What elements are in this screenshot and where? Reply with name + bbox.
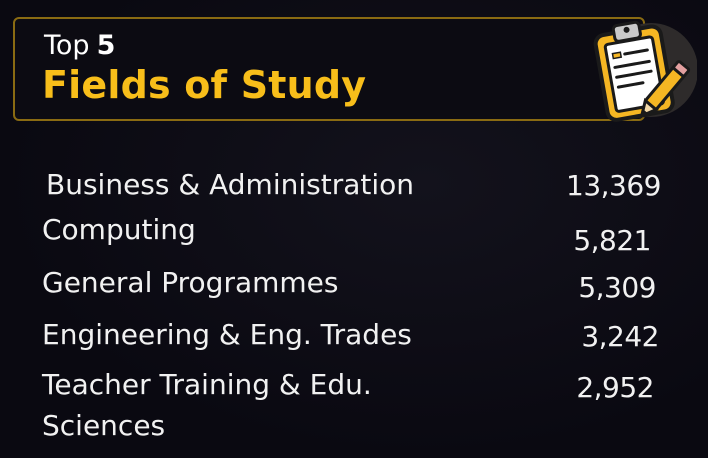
top-number: 5 [96,30,116,61]
row-label-teacher-line1: Teacher Training & Edu. [42,368,372,401]
clipboard-pencil-icon [583,14,698,126]
row-value-computing: 5,821 [573,224,651,257]
header-box [13,17,645,121]
row-value-teacher: 2,952 [576,371,654,404]
header-top-line: Top 5 [44,32,115,59]
row-label-computing: Computing [42,213,196,246]
row-value-engineering: 3,242 [581,320,659,353]
row-label-engineering: Engineering & Eng. Trades [42,318,412,351]
row-value-business: 13,369 [566,169,661,202]
row-label-teacher-line2: Sciences [42,409,166,442]
row-label-general: General Programmes [42,266,339,299]
top-label: Top [44,30,90,61]
row-label-business: Business & Administration [46,168,414,201]
page-title: Fields of Study [42,63,367,107]
row-value-general: 5,309 [578,271,656,304]
